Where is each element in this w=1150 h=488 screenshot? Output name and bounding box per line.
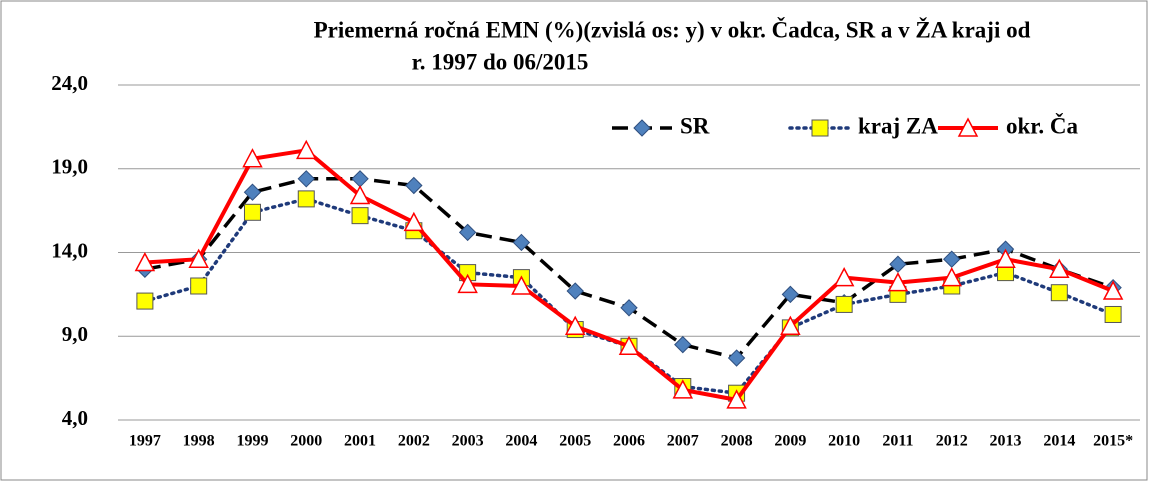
x-tick-label: 2006 [613, 433, 645, 450]
marker [243, 183, 262, 201]
legend-label: okr. Ča [1006, 112, 1078, 138]
legend-marker [957, 117, 979, 137]
y-tick-label: 4,0 [62, 406, 88, 430]
x-tick-label: 2015* [1093, 433, 1133, 450]
marker [1050, 284, 1068, 302]
x-tick-label: 2013 [990, 433, 1022, 450]
x-tick-label: 2001 [344, 433, 376, 450]
marker [780, 315, 801, 335]
marker [726, 389, 747, 409]
marker [136, 292, 154, 310]
x-tick-label: 2002 [398, 433, 430, 450]
x-tick-label: 2010 [828, 433, 860, 450]
marker [297, 190, 315, 208]
marker [458, 223, 477, 242]
x-tick-label: 2000 [290, 433, 322, 450]
legend-marker [811, 119, 829, 137]
x-tick-label: 1999 [236, 433, 268, 450]
marker [781, 285, 800, 304]
marker [620, 299, 638, 317]
marker [511, 275, 532, 295]
marker [351, 207, 369, 225]
marker [297, 170, 315, 188]
x-tick-label: 2012 [936, 433, 968, 450]
x-tick-label: 2005 [559, 433, 591, 450]
x-tick-label: 1998 [183, 433, 215, 450]
marker [835, 295, 853, 313]
legend-label: kraj ZA [858, 113, 938, 138]
marker [1104, 305, 1122, 323]
marker [566, 282, 584, 300]
marker [618, 335, 640, 356]
x-tick-label: 2008 [721, 433, 753, 450]
marker [887, 272, 909, 292]
marker [403, 211, 425, 232]
marker [674, 335, 692, 354]
marker [564, 315, 586, 335]
marker [242, 148, 263, 168]
y-tick-label: 9,0 [62, 322, 88, 346]
y-tick-label: 19,0 [51, 155, 88, 179]
marker [188, 248, 209, 268]
chart-title: r. 1997 do 06/2015 [412, 49, 589, 74]
marker [727, 349, 746, 367]
x-tick-label: 1997 [129, 433, 161, 450]
x-tick-label: 2009 [774, 433, 806, 450]
legend-label: SR [680, 113, 710, 138]
marker [512, 233, 531, 252]
x-tick-label: 2007 [667, 433, 699, 450]
x-tick-label: 2004 [505, 433, 537, 450]
x-tick-label: 2014 [1043, 433, 1075, 450]
x-tick-label: 2003 [452, 433, 484, 450]
marker [1049, 258, 1070, 278]
marker [134, 251, 156, 272]
y-tick-label: 14,0 [51, 238, 88, 262]
y-tick-label: 24,0 [51, 71, 88, 95]
marker [1102, 280, 1124, 300]
marker [190, 277, 208, 295]
legend-marker [633, 119, 651, 137]
marker [349, 184, 371, 205]
marker [457, 273, 478, 294]
marker [995, 248, 1016, 268]
marker [243, 203, 261, 221]
marker [833, 267, 855, 287]
marker [296, 139, 317, 160]
x-tick-label: 2011 [882, 433, 913, 450]
marker [672, 379, 694, 399]
marker [405, 176, 423, 195]
marker [941, 267, 962, 287]
chart-title: Priemerná ročná EMN (%)(zvislá os: y) v … [314, 16, 1031, 42]
